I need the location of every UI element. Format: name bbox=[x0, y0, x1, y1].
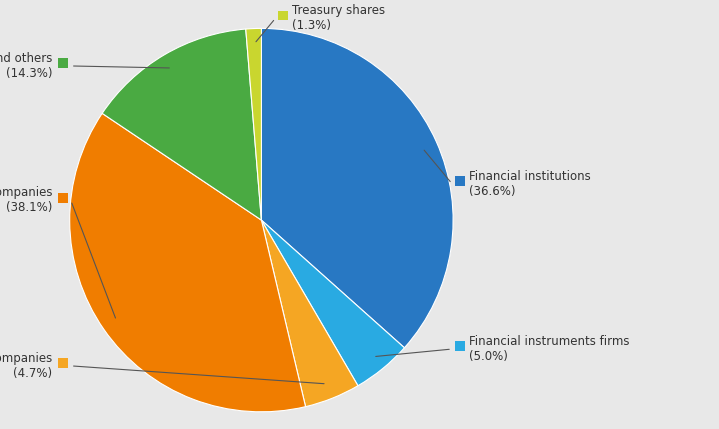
Wedge shape bbox=[262, 220, 358, 407]
Text: Other domestic companies
(4.7%): Other domestic companies (4.7%) bbox=[0, 352, 52, 380]
FancyBboxPatch shape bbox=[58, 193, 68, 202]
FancyBboxPatch shape bbox=[58, 58, 68, 68]
Text: Treasury shares
(1.3%): Treasury shares (1.3%) bbox=[292, 4, 385, 32]
Text: Financial institutions
(36.6%): Financial institutions (36.6%) bbox=[469, 169, 590, 198]
Wedge shape bbox=[70, 113, 306, 412]
FancyBboxPatch shape bbox=[455, 176, 464, 186]
Wedge shape bbox=[102, 29, 262, 220]
Text: Financial instruments firms
(5.0%): Financial instruments firms (5.0%) bbox=[469, 335, 629, 363]
Wedge shape bbox=[246, 28, 262, 220]
Text: Individuals and others
(14.3%): Individuals and others (14.3%) bbox=[0, 52, 52, 80]
FancyBboxPatch shape bbox=[58, 358, 68, 368]
Wedge shape bbox=[262, 220, 404, 386]
FancyBboxPatch shape bbox=[455, 341, 464, 351]
Text: Foreign companies
(38.1%): Foreign companies (38.1%) bbox=[0, 187, 52, 214]
Wedge shape bbox=[262, 28, 453, 348]
FancyBboxPatch shape bbox=[278, 11, 288, 21]
